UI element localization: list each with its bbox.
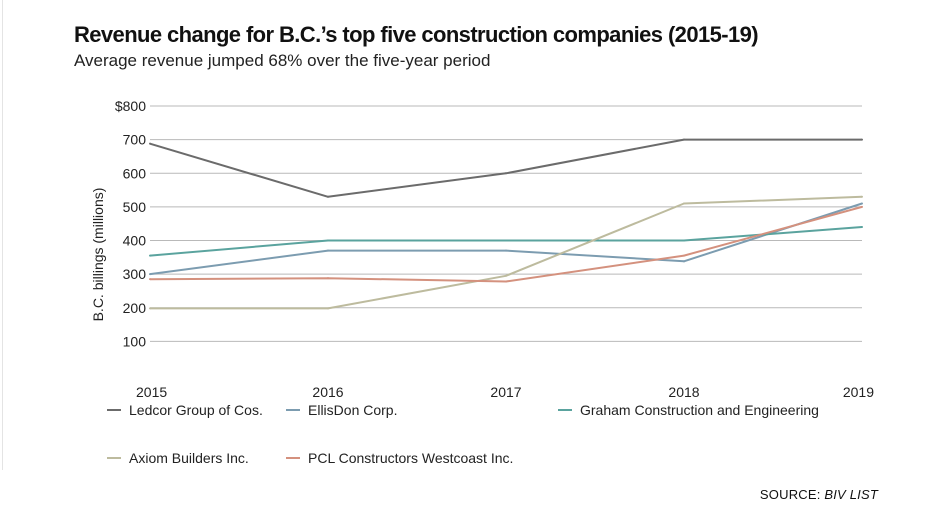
- data-point-5-2015: [149, 278, 151, 281]
- x-tick-label-2015: 2015: [136, 384, 167, 400]
- data-point-1-2016: [327, 195, 329, 198]
- data-point-4-2017: [505, 274, 507, 277]
- y-tick-label-100: 100: [123, 333, 147, 349]
- data-point-2-2016: [327, 249, 329, 252]
- chart-title: Revenue change for B.C.’s top five const…: [74, 22, 759, 47]
- data-point-1-2017: [505, 172, 507, 175]
- series-line-5: [149, 205, 863, 283]
- y-tick-label-300: 300: [123, 266, 147, 282]
- data-point-5-2019: [861, 205, 863, 208]
- y-tick-label-700: 700: [123, 132, 147, 148]
- legend-label-1: Ledcor Group of Cos.: [129, 402, 263, 418]
- data-point-2-2019: [861, 202, 863, 205]
- y-tick-label-400: 400: [123, 233, 147, 249]
- legend-label-4: Axiom Builders Inc.: [129, 450, 249, 466]
- data-point-5-2018: [683, 254, 685, 257]
- data-point-4-2019: [861, 195, 863, 198]
- legend-label-5: PCL Constructors Westcoast Inc.: [308, 450, 513, 466]
- source-note: SOURCE: BIV LIST: [760, 487, 878, 502]
- legend-label-3: Graham Construction and Engineering: [580, 402, 819, 418]
- data-point-4-2016: [327, 307, 329, 310]
- data-point-1-2019: [861, 138, 863, 141]
- x-tick-label-2017: 2017: [490, 384, 521, 400]
- data-point-2-2017: [505, 249, 507, 252]
- data-point-3-2018: [683, 239, 685, 242]
- data-point-3-2015: [149, 254, 151, 257]
- data-point-3-2017: [505, 239, 507, 242]
- data-point-3-2016: [327, 239, 329, 242]
- series-line-1: [149, 138, 862, 198]
- y-tick-label-200: 200: [123, 300, 147, 316]
- source-name: BIV LIST: [824, 487, 878, 502]
- legend-label-2: EllisDon Corp.: [308, 402, 397, 418]
- y-tick-label-500: 500: [123, 199, 147, 215]
- data-point-2-2015: [149, 273, 151, 276]
- series-line-2: [149, 202, 863, 276]
- data-point-4-2015: [149, 307, 151, 310]
- y-tick-label-600: 600: [123, 165, 147, 181]
- data-point-3-2019: [861, 226, 863, 229]
- data-point-1-2018: [683, 138, 685, 141]
- x-tick-label-2016: 2016: [312, 384, 343, 400]
- x-tick-label-2018: 2018: [668, 384, 699, 400]
- y-tick-label-800: $800: [115, 98, 146, 114]
- data-point-2-2018: [683, 260, 685, 263]
- x-tick-label-2019: 2019: [843, 384, 874, 400]
- chart-subtitle: Average revenue jumped 68% over the five…: [74, 51, 491, 70]
- data-point-5-2017: [505, 280, 507, 283]
- series-line-4: [150, 195, 863, 310]
- data-point-1-2015: [149, 142, 151, 145]
- data-point-5-2016: [327, 277, 329, 280]
- left-border-rule: [2, 0, 3, 470]
- data-point-4-2018: [683, 202, 685, 205]
- source-prefix: SOURCE:: [759, 487, 825, 502]
- y-axis-label: B.C. billings (millions): [90, 188, 106, 322]
